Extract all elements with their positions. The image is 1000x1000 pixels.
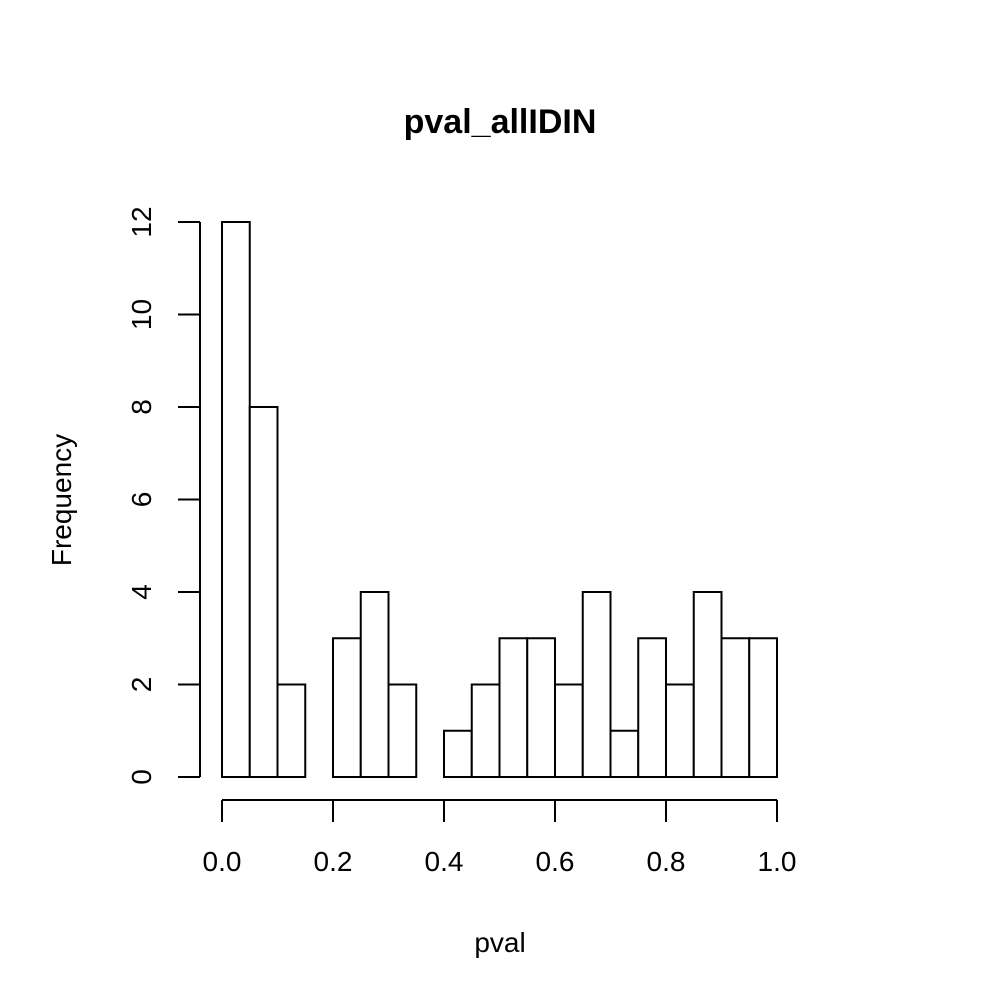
y-axis: 0 2 4 6 8 10 12 — [126, 206, 201, 785]
histogram-bar — [276, 683, 307, 778]
histogram-bar — [470, 683, 501, 778]
y-tick-label: 6 — [126, 492, 157, 508]
histogram-bar — [720, 637, 751, 778]
histogram-bar — [248, 406, 279, 778]
bars-layer — [221, 221, 778, 778]
histogram-bar — [581, 591, 612, 778]
histogram-bar — [526, 637, 556, 778]
x-tick-label: 0.0 — [203, 846, 242, 877]
histogram-bar — [498, 637, 529, 778]
histogram-bar — [692, 591, 723, 778]
histogram-bar — [221, 221, 251, 778]
histogram-bar — [665, 683, 695, 778]
y-tick-label: 12 — [126, 206, 157, 237]
histogram-bar — [359, 591, 390, 778]
histogram-bar — [443, 729, 473, 778]
x-tick-label: 0.8 — [647, 846, 686, 877]
x-axis: 0.0 0.2 0.4 0.6 0.8 1.0 — [203, 799, 797, 877]
y-axis-label: Frequency — [46, 434, 77, 566]
histogram-bar — [332, 637, 362, 778]
x-tick-label: 1.0 — [758, 846, 797, 877]
y-tick-label: 10 — [126, 299, 157, 330]
y-tick-label: 4 — [126, 584, 157, 600]
histogram-bar — [748, 637, 778, 778]
x-tick-label: 0.6 — [536, 846, 575, 877]
histogram-bar — [554, 683, 584, 778]
histogram-bar — [387, 683, 418, 778]
y-tick-label: 0 — [126, 769, 157, 785]
x-tick-label: 0.2 — [314, 846, 353, 877]
chart-title: pval_allIDIN — [404, 103, 597, 141]
x-axis-label: pval — [474, 927, 525, 958]
x-tick-label: 0.4 — [425, 846, 464, 877]
y-tick-label: 2 — [126, 677, 157, 693]
histogram-bar — [637, 637, 667, 778]
y-tick-label: 8 — [126, 399, 157, 415]
histogram-bar — [609, 729, 640, 778]
